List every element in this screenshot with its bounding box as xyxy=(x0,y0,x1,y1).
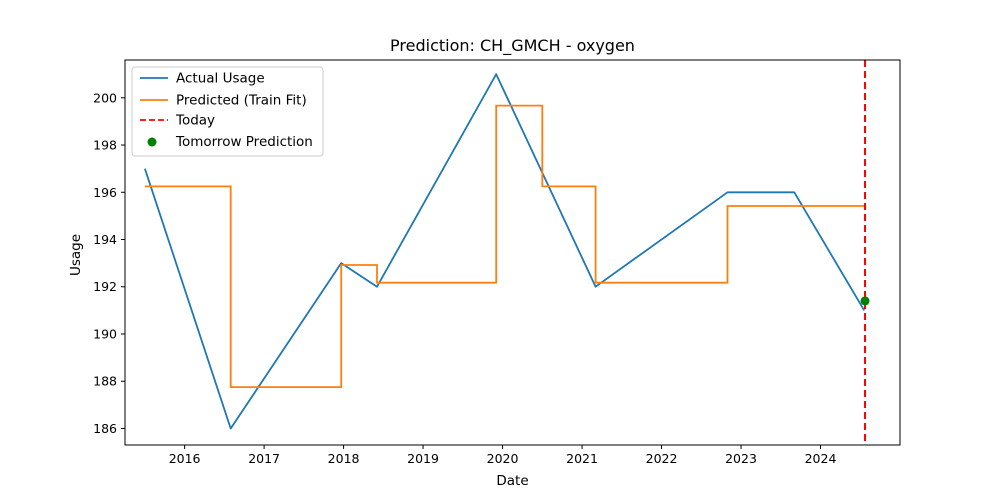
legend-swatch-tomorrow-prediction xyxy=(147,137,157,147)
x-tick-label: 2023 xyxy=(725,451,757,466)
plot-frame xyxy=(124,59,901,446)
y-tick-label: 192 xyxy=(93,279,117,294)
y-tick-label: 190 xyxy=(93,326,117,341)
legend-label-predicted: Predicted (Train Fit) xyxy=(176,93,307,109)
y-tick-label: 198 xyxy=(93,138,117,153)
legend-label-today: Today xyxy=(175,113,215,129)
y-tick-label: 194 xyxy=(93,232,117,247)
y-tick-label: 196 xyxy=(93,185,117,200)
x-tick-label: 2017 xyxy=(248,451,280,466)
series-line-actual-usage xyxy=(144,73,865,430)
axes: 2016 2017 2018 2019 2020 2021 2022 2023 2024 186 1… xyxy=(93,59,901,466)
x-tick-label: 2016 xyxy=(169,451,201,466)
x-tick-label: 2022 xyxy=(646,451,678,466)
legend-label-actual-usage: Actual Usage xyxy=(176,71,265,87)
x-tick-label: 2020 xyxy=(487,451,519,466)
legend-label-tomorrow-prediction: Tomorrow Prediction xyxy=(175,134,313,150)
x-tick-label: 2021 xyxy=(566,451,598,466)
y-axis-label: Usage xyxy=(68,234,84,276)
legend-box xyxy=(131,66,324,157)
y-tick-label: 186 xyxy=(93,421,117,436)
y-tick-label: 200 xyxy=(93,90,117,105)
x-tick-label: 2024 xyxy=(805,451,837,466)
y-tick-label: 188 xyxy=(93,374,117,389)
tomorrow-prediction-point xyxy=(860,296,870,306)
legend: Actual Usage Predicted (Train Fit) Today… xyxy=(131,66,324,157)
x-tick-label: 2019 xyxy=(407,451,439,466)
x-tick-label: 2018 xyxy=(328,451,360,466)
chart-title: Prediction: CH_GMCH - oxygen xyxy=(390,36,635,56)
series-line-predicted-train-fit xyxy=(144,104,865,389)
x-axis-label: Date xyxy=(496,473,528,489)
